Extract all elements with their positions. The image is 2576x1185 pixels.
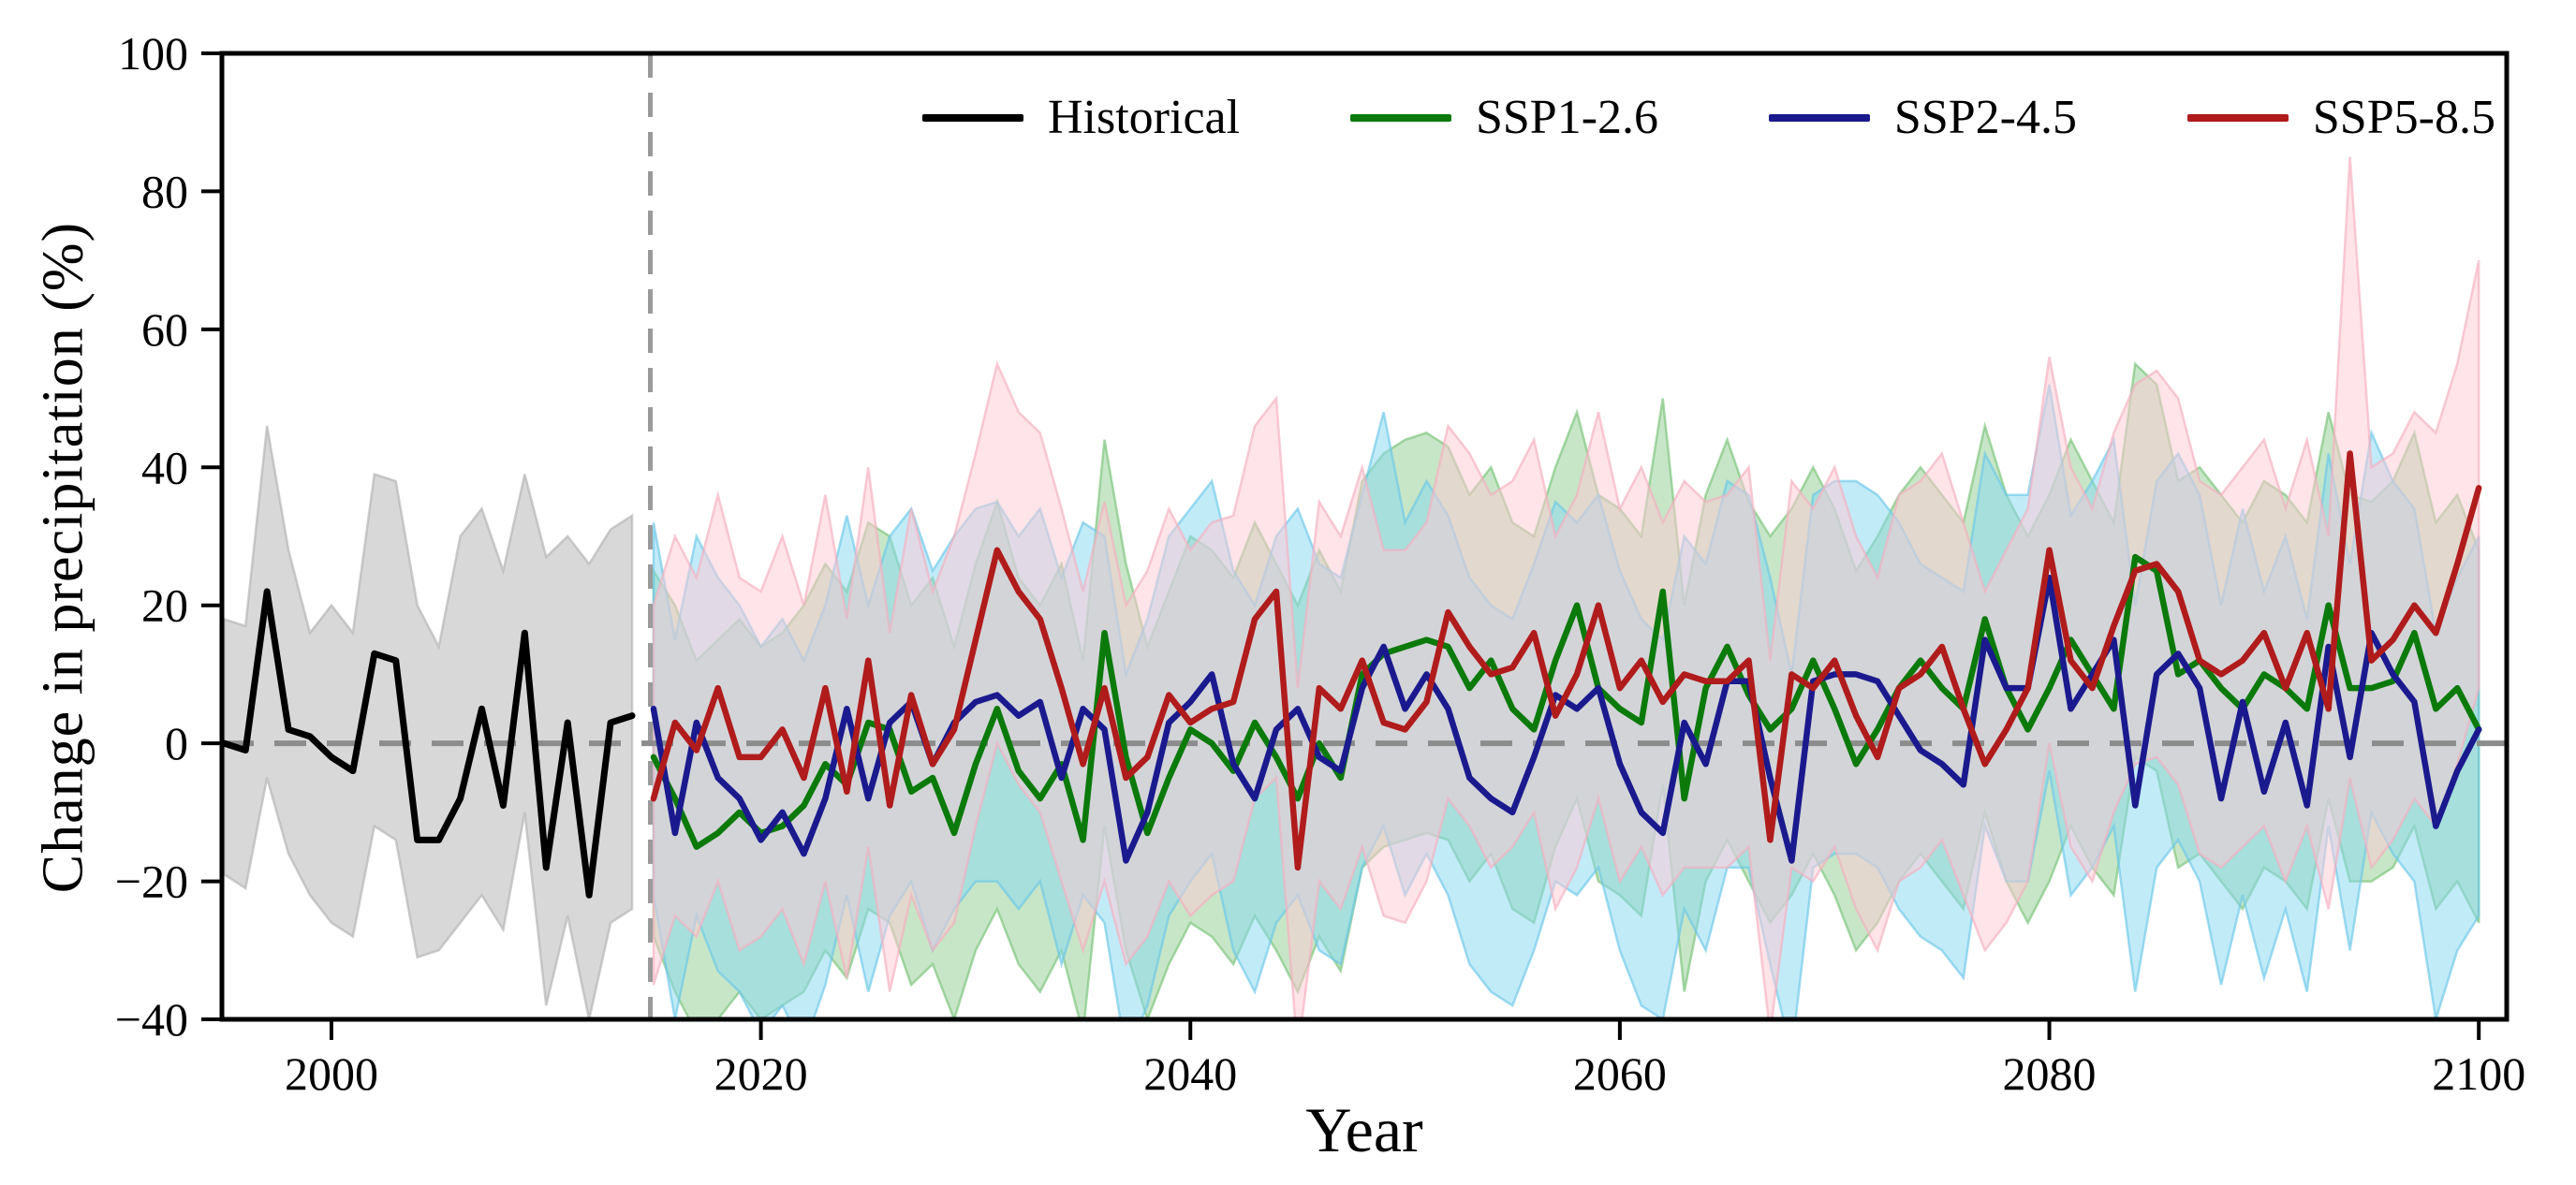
x-tick-label: 2100 [2432,1047,2525,1100]
legend-item-historical: Historical [922,90,1240,145]
uncertainty-band-ssp5-8.5 [652,156,2480,1019]
y-tick-label: 0 [165,717,188,769]
legend-item-ssp1-26: SSP1-2.6 [1349,90,1659,145]
series-line-ssp5-8.5 [650,450,2482,871]
x-axis-label: Year [1305,1094,1423,1165]
x-tick-label: 2000 [285,1047,378,1100]
x-tick-label: 2020 [714,1047,808,1100]
x-tick-label: 2040 [1143,1047,1237,1100]
y-tick-label: 80 [141,165,188,217]
legend-label-ssp1-26: SSP1-2.6 [1475,91,1659,144]
y-tick-label: 20 [141,579,188,632]
y-axis-label: Change in precipitation (%) [31,221,96,894]
x-tick-label: 2080 [2003,1047,2097,1100]
legend-label-ssp2-45: SSP2-4.5 [1893,91,2077,144]
chart-legend: Historical SSP1-2.6 SSP2-4.5 SSP5-8.5 [922,90,2495,145]
y-tick-label: −20 [115,856,188,908]
y-tick-label: −40 [115,993,188,1046]
x-tick-label: 2060 [1573,1047,1667,1100]
legend-label-historical: Historical [1048,91,1241,144]
y-tick-label: 100 [118,27,188,80]
ssp5-85-line-swatch [2186,113,2289,122]
y-tick-label: 40 [141,441,188,493]
ssp2-45-line-swatch [1768,113,1870,122]
uncertainty-band-historical [223,425,634,1019]
plot-area [222,53,2507,1019]
legend-label-ssp5-85: SSP5-8.5 [2312,91,2495,144]
historical-line-swatch [922,113,1023,122]
ssp1-26-line-swatch [1349,113,1451,122]
legend-item-ssp5-85: SSP5-8.5 [2186,90,2495,145]
axes-frame [219,51,2510,1022]
series-line-historical [222,588,636,899]
y-tick-label: 60 [141,303,188,356]
legend-item-ssp2-45: SSP2-4.5 [1768,90,2077,145]
